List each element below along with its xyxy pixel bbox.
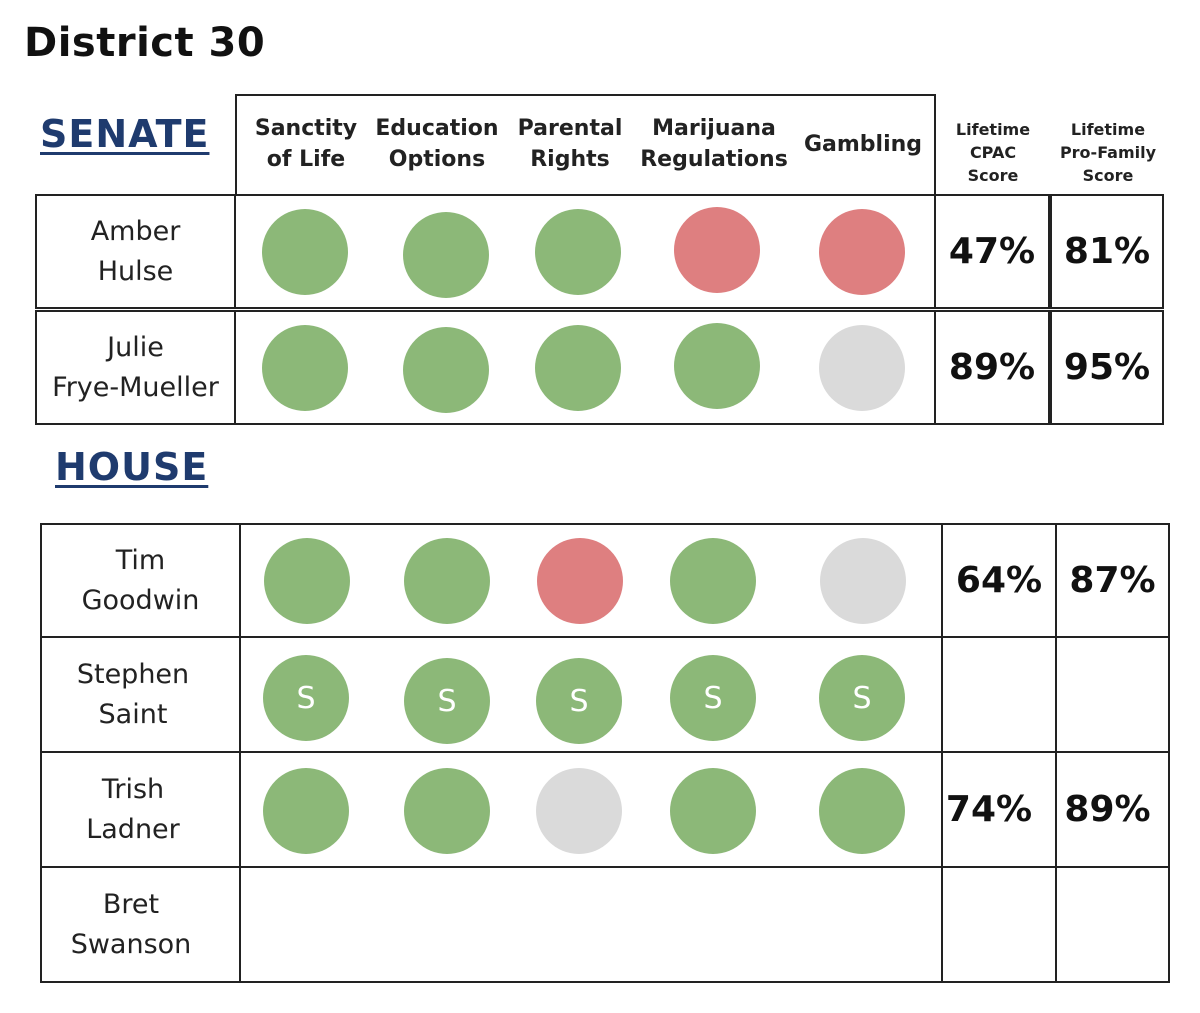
pro-family-score: 95%	[1050, 310, 1164, 425]
vote-indicator-support	[674, 323, 760, 409]
issue-header-line: Gambling	[803, 131, 923, 157]
issue-header-line: Options	[388, 147, 486, 172]
house-divider	[1055, 523, 1057, 983]
candidate-name: Stephen Saint	[42, 638, 224, 751]
cpac-score: 47%	[934, 194, 1050, 309]
page-title: District 30	[24, 20, 266, 66]
candidate-name: Tim Goodwin	[42, 525, 239, 636]
vote-indicator-support: S	[404, 658, 490, 744]
house-divider	[40, 636, 1170, 638]
issue-header-line: Sanctity	[254, 116, 358, 141]
senate-row-1-name-cell: Amber Hulse	[35, 194, 236, 309]
vote-indicator-support	[403, 327, 489, 413]
candidate-name: Bret Swanson	[42, 868, 220, 981]
vote-indicator-support	[535, 209, 621, 295]
vote-indicator-support: S	[536, 658, 622, 744]
issue-header-gambling: Gambling	[796, 96, 930, 192]
vote-indicator-support	[263, 768, 349, 854]
vote-indicator-no-vote	[819, 325, 905, 411]
pro-family-score: 87%	[1069, 560, 1156, 601]
candidate-name-line: Goodwin	[81, 584, 200, 616]
candidate-name-line: Swanson	[70, 928, 192, 960]
candidate-name-line: Julie	[107, 331, 164, 363]
vote-indicator-oppose	[674, 207, 760, 293]
issue-header-line: Regulations	[640, 147, 788, 172]
candidate-name-line: Bret	[102, 888, 160, 920]
issue-header-line: Rights	[530, 147, 610, 172]
cpac-score: 89%	[934, 310, 1050, 425]
score-header-line: Pro-Family	[1059, 142, 1157, 162]
score-header-line: Lifetime	[1070, 119, 1146, 139]
issue-header-marijuana-regulations: Marijuana Regulations	[638, 96, 790, 192]
vote-indicator-support: S	[670, 655, 756, 741]
vote-indicator-support	[670, 768, 756, 854]
score-header-cpac: Lifetime CPAC Score	[938, 112, 1048, 192]
vote-indicator-support	[404, 768, 490, 854]
vote-indicator-no-vote	[820, 538, 906, 624]
issue-header-sanctity-of-life: Sanctity of Life	[241, 96, 371, 192]
score-header-pro-family: Lifetime Pro-Family Score	[1050, 112, 1166, 192]
vote-indicator-support	[404, 538, 490, 624]
pro-family-score: 89%	[1064, 789, 1151, 830]
house-divider	[40, 866, 1170, 868]
score-header-line: Score	[967, 165, 1019, 185]
candidate-name-line: Stephen	[76, 658, 190, 690]
candidate-name: Julie Frye-Mueller	[37, 312, 234, 423]
candidate-name-line: Trish	[101, 773, 165, 805]
score-header-line: Score	[1082, 165, 1134, 185]
candidate-name-line: Amber	[90, 215, 181, 247]
vote-indicator-oppose	[819, 209, 905, 295]
house-table	[40, 523, 1170, 983]
issue-header-line: Marijuana	[652, 116, 776, 141]
candidate-name-line: Frye-Mueller	[52, 371, 219, 403]
pro-family-score	[1057, 638, 1168, 751]
vote-indicator-support: S	[819, 655, 905, 741]
vote-indicator-oppose	[537, 538, 623, 624]
issue-header-parental-rights: Parental Rights	[504, 96, 636, 192]
cpac-score	[943, 638, 1055, 751]
vote-indicator-support: S	[263, 655, 349, 741]
score-header-line: Lifetime	[955, 119, 1031, 139]
issue-header-line: Education	[375, 116, 499, 141]
cpac-score: 74%	[945, 789, 1033, 830]
vote-indicator-support	[670, 538, 756, 624]
cpac-score: 64%	[955, 560, 1043, 601]
vote-indicator-support	[403, 212, 489, 298]
house-divider	[941, 523, 943, 983]
house-divider	[40, 751, 1170, 753]
vote-indicator-no-vote	[536, 768, 622, 854]
candidate-name-line: Hulse	[97, 255, 174, 287]
issue-header-education-options: Education Options	[372, 96, 502, 192]
house-heading: HOUSE	[55, 445, 209, 489]
house-divider	[239, 523, 241, 983]
pro-family-score: 81%	[1050, 194, 1164, 309]
candidate-name: Amber Hulse	[37, 196, 234, 307]
senate-heading: SENATE	[40, 112, 210, 156]
vote-indicator-support	[819, 768, 905, 854]
candidate-name-line: Ladner	[86, 813, 180, 845]
vote-indicator-support	[262, 325, 348, 411]
score-header-line: CPAC	[969, 142, 1017, 162]
issue-header-line: Parental	[517, 116, 623, 141]
issue-header-line: of Life	[266, 147, 346, 172]
candidate-name-line: Saint	[98, 698, 168, 730]
vote-indicator-support	[264, 538, 350, 624]
candidate-name-line: Tim	[115, 544, 166, 576]
vote-indicator-support	[262, 209, 348, 295]
vote-indicator-support	[535, 325, 621, 411]
senate-row-2-name-cell: Julie Frye-Mueller	[35, 310, 236, 425]
candidate-name: Trish Ladner	[42, 753, 224, 866]
